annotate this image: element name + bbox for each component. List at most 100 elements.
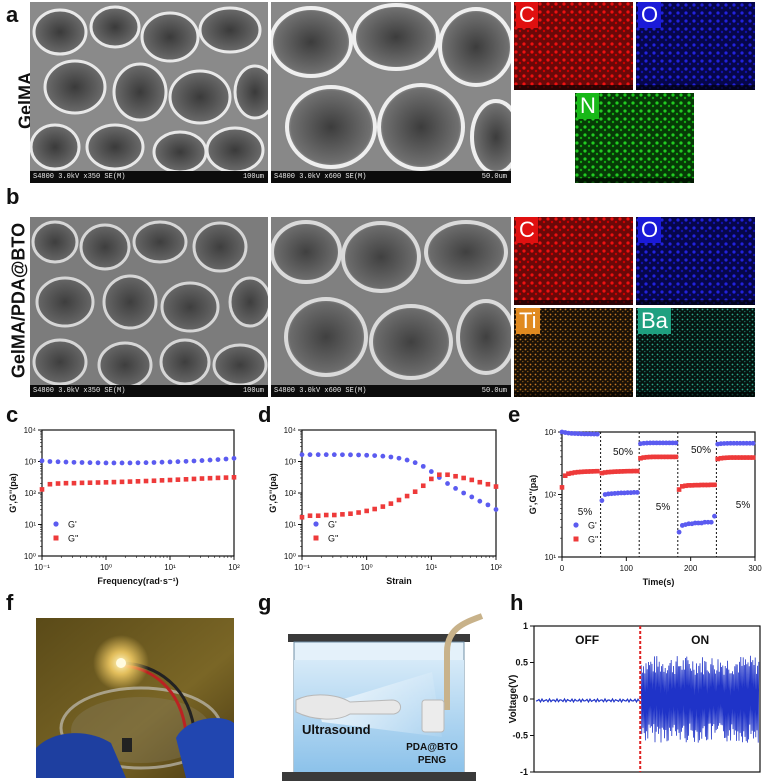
eds-element-label: C bbox=[516, 217, 538, 243]
data-point-g-double-prime bbox=[699, 482, 704, 488]
data-point-g-prime bbox=[634, 490, 640, 495]
data-point-g-double-prime bbox=[631, 468, 637, 474]
legend-marker-g-prime bbox=[313, 521, 319, 527]
x-tick-label: 0 bbox=[560, 564, 565, 573]
data-point-g-prime bbox=[127, 460, 133, 466]
x-tick-label: 10⁰ bbox=[100, 563, 112, 572]
data-point-g-prime bbox=[428, 469, 434, 474]
eds-element-label: Ti bbox=[516, 308, 540, 334]
data-point-g-double-prime bbox=[111, 479, 117, 485]
schematic-ultrasound-setup: Ultrasound PDA@BTO PENG bbox=[282, 613, 484, 781]
y-tick-label: 10¹ bbox=[24, 521, 36, 530]
data-point-g-double-prime bbox=[167, 477, 173, 483]
panel-label-h: h bbox=[510, 590, 524, 615]
data-point-g-prime bbox=[231, 455, 237, 461]
data-point-g-double-prime bbox=[582, 469, 587, 474]
y-tick-label: -0.5 bbox=[512, 731, 528, 741]
data-point-g-double-prime bbox=[651, 454, 656, 460]
data-point-g-prime bbox=[175, 459, 181, 465]
data-point-g-prime bbox=[87, 460, 93, 466]
chart-c-frequency-sweep: 10⁰ 10¹ 10² 10³ 10⁴ 10⁻¹ 10⁰ 10¹ 10² Frequency(ra… bbox=[8, 426, 240, 586]
legend-label-g-prime: G' bbox=[328, 520, 337, 530]
label-on: ON bbox=[691, 633, 709, 647]
data-point-g-double-prime bbox=[647, 454, 653, 460]
panel-label-b: b bbox=[6, 184, 20, 209]
data-point-g-double-prime bbox=[657, 454, 663, 460]
legend-marker-g-prime bbox=[53, 521, 59, 527]
y-tick-label: 10¹ bbox=[544, 553, 556, 562]
y-tick-label: 10⁰ bbox=[284, 552, 296, 561]
data-point-g-prime bbox=[315, 452, 321, 458]
x-tick-label: 200 bbox=[684, 564, 698, 573]
data-point-g-prime bbox=[159, 459, 165, 465]
data-point-g-prime bbox=[63, 459, 69, 465]
legend-marker-g-double-prime bbox=[53, 535, 59, 541]
data-point-g-double-prime bbox=[356, 510, 361, 515]
data-point-g-double-prime bbox=[223, 475, 229, 480]
data-point-g-double-prime bbox=[612, 469, 618, 474]
data-point-g-double-prime bbox=[585, 469, 591, 474]
data-point-g-double-prime bbox=[380, 504, 386, 509]
data-point-g-double-prime bbox=[731, 455, 737, 460]
data-point-g-prime bbox=[299, 452, 305, 458]
data-point-g-double-prime bbox=[175, 477, 181, 482]
data-point-g-prime bbox=[676, 529, 682, 535]
data-point-g-prime bbox=[331, 452, 337, 458]
panel-label-d: d bbox=[258, 402, 272, 427]
data-point-g-double-prime bbox=[47, 481, 53, 487]
strain-annotation: 5% bbox=[578, 507, 593, 518]
data-point-g-double-prime bbox=[207, 475, 213, 481]
legend-label-g-prime: G' bbox=[68, 520, 77, 530]
x-axis-label: Frequency(rad·s⁻¹) bbox=[97, 576, 178, 586]
data-point-g-double-prime bbox=[183, 477, 189, 482]
eds-map-barium-composite: Ba bbox=[636, 308, 755, 397]
data-point-g-double-prime bbox=[747, 455, 753, 460]
data-point-g-double-prime bbox=[453, 473, 458, 479]
data-point-g-double-prime bbox=[638, 455, 643, 461]
data-point-g-double-prime bbox=[95, 480, 101, 485]
x-tick-label: 100 bbox=[620, 564, 634, 573]
data-point-g-double-prime bbox=[663, 454, 669, 460]
data-point-g-double-prime bbox=[199, 476, 205, 481]
data-point-g-double-prime bbox=[135, 479, 141, 484]
data-point-g-double-prime bbox=[404, 493, 410, 499]
data-point-g-double-prime bbox=[388, 501, 394, 506]
eds-map-oxygen-gelma: O bbox=[636, 2, 755, 90]
data-point-g-prime bbox=[356, 452, 361, 458]
eds-map-nitrogen-gelma: N bbox=[575, 93, 694, 183]
data-point-g-double-prime bbox=[566, 471, 571, 477]
legend-label-g-double-prime: G'' bbox=[588, 535, 599, 545]
data-point-g-double-prime bbox=[461, 475, 466, 481]
x-tick-label: 10⁰ bbox=[361, 563, 373, 572]
data-point-g-double-prime bbox=[705, 482, 711, 488]
y-tick-label: 10² bbox=[284, 489, 296, 498]
data-point-g-prime bbox=[167, 459, 173, 465]
eds-map-oxygen-composite: O bbox=[636, 217, 755, 305]
strain-annotation: 5% bbox=[656, 502, 671, 513]
strain-annotation: 50% bbox=[691, 445, 711, 456]
data-point-g-double-prime bbox=[429, 476, 434, 482]
x-tick-label: 10¹ bbox=[164, 563, 176, 572]
data-point-g-prime bbox=[151, 460, 157, 465]
label-ultrasound: Ultrasound bbox=[302, 722, 371, 737]
data-point-g-prime bbox=[71, 459, 77, 465]
sem-texture bbox=[271, 2, 511, 183]
x-tick-label: 10¹ bbox=[426, 563, 438, 572]
x-tick-label: 10⁻¹ bbox=[294, 563, 310, 572]
data-point-g-prime bbox=[111, 460, 117, 466]
data-point-g-prime bbox=[673, 440, 679, 446]
data-point-g-double-prime bbox=[721, 455, 727, 461]
y-axis-label: Voltage(V) bbox=[508, 675, 519, 724]
data-point-g-double-prime bbox=[477, 479, 483, 485]
data-point-g-double-prime bbox=[323, 512, 329, 518]
data-point-g-double-prime bbox=[151, 478, 157, 484]
data-point-g-double-prime bbox=[737, 455, 743, 460]
data-point-g-double-prime bbox=[445, 472, 450, 478]
data-point-g-double-prime bbox=[485, 481, 491, 487]
data-point-g-double-prime bbox=[696, 482, 701, 488]
data-point-g-double-prime bbox=[340, 512, 345, 517]
data-point-g-double-prime bbox=[718, 455, 724, 461]
data-point-g-prime bbox=[103, 460, 109, 466]
x-axis-label: Strain bbox=[386, 576, 412, 586]
x-axis-label: Time(s) bbox=[643, 577, 675, 587]
